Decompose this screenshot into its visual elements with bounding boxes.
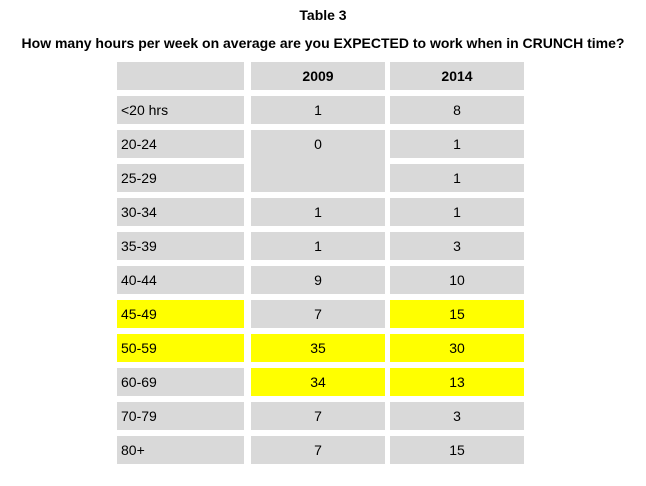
- range-cell: 35-39: [117, 232, 244, 260]
- value-2014-cell: 13: [390, 368, 524, 396]
- range-cell: 40-44: [117, 266, 244, 294]
- value-2009-cell: 7: [251, 402, 385, 430]
- header-range: [117, 62, 244, 90]
- value-2009-cell: 7: [251, 436, 385, 464]
- value-2014-cell: 8: [390, 96, 524, 124]
- table-number: Table 3: [299, 7, 347, 23]
- value-2009-cell: 1: [251, 96, 385, 124]
- range-cell: 80+: [117, 436, 244, 464]
- value-2009-cell: 1: [251, 198, 385, 226]
- header-2009: 2009: [251, 62, 385, 90]
- range-cell: 45-49: [117, 300, 244, 328]
- range-cell: 30-34: [117, 198, 244, 226]
- range-cell: 50-59: [117, 334, 244, 362]
- value-2014-cell: 3: [390, 232, 524, 260]
- value-2009-cell: 35: [251, 334, 385, 362]
- table-title: How many hours per week on average are y…: [21, 35, 625, 51]
- value-2014-cell: 3: [390, 402, 524, 430]
- range-cell: 20-24: [117, 130, 244, 158]
- value-2009-cell: 9: [251, 266, 385, 294]
- range-cell: 25-29: [117, 164, 244, 192]
- value-2014-cell: 1: [390, 130, 524, 158]
- header-2014: 2014: [390, 62, 524, 90]
- value-2009-merged-cell: 0: [251, 130, 385, 192]
- value-2009-cell: 1: [251, 232, 385, 260]
- value-2014-cell: 10: [390, 266, 524, 294]
- value-2014-cell: 1: [390, 164, 524, 192]
- value-2009-cell: 7: [251, 300, 385, 328]
- value-2009-cell: 34: [251, 368, 385, 396]
- range-cell: <20 hrs: [117, 96, 244, 124]
- value-2014-cell: 1: [390, 198, 524, 226]
- value-2014-cell: 30: [390, 334, 524, 362]
- range-cell: 60-69: [117, 368, 244, 396]
- value-2014-cell: 15: [390, 436, 524, 464]
- range-cell: 70-79: [117, 402, 244, 430]
- value-2014-cell: 15: [390, 300, 524, 328]
